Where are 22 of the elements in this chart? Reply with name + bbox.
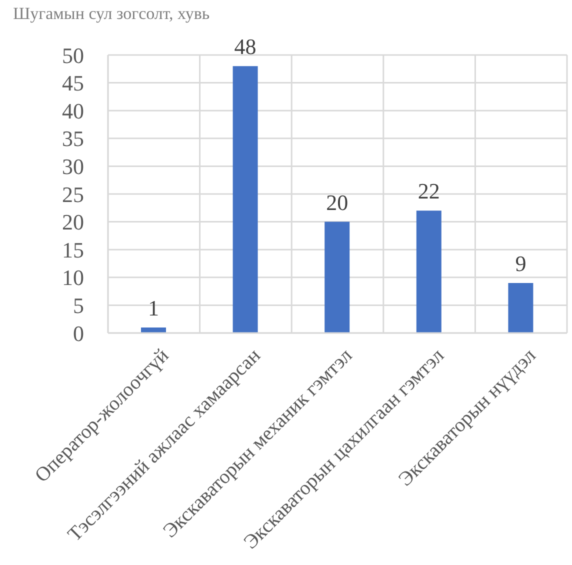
y-tick-label: 50 (62, 42, 84, 68)
bar (324, 222, 350, 333)
bar (232, 66, 258, 333)
bar (416, 210, 442, 333)
y-tick-label: 25 (62, 182, 84, 207)
data-label: 48 (234, 34, 256, 60)
chart-title: Шугамын сул зогсолт, хувь (13, 4, 210, 24)
data-label: 22 (418, 178, 440, 204)
y-tick-label: 30 (62, 154, 84, 180)
data-label: 9 (515, 250, 526, 276)
y-tick-label: 10 (62, 265, 84, 290)
y-tick-label: 20 (62, 210, 84, 235)
y-tick-label: 40 (62, 98, 84, 124)
bar (141, 327, 166, 333)
y-tick-label: 45 (62, 70, 84, 96)
y-tick-label: 5 (73, 293, 84, 318)
bar (508, 282, 534, 333)
data-label: 20 (326, 190, 348, 215)
data-label: 1 (148, 295, 159, 320)
y-tick-label: 35 (62, 126, 84, 152)
y-tick-label: 0 (73, 320, 84, 346)
y-tick-label: 15 (62, 237, 84, 262)
